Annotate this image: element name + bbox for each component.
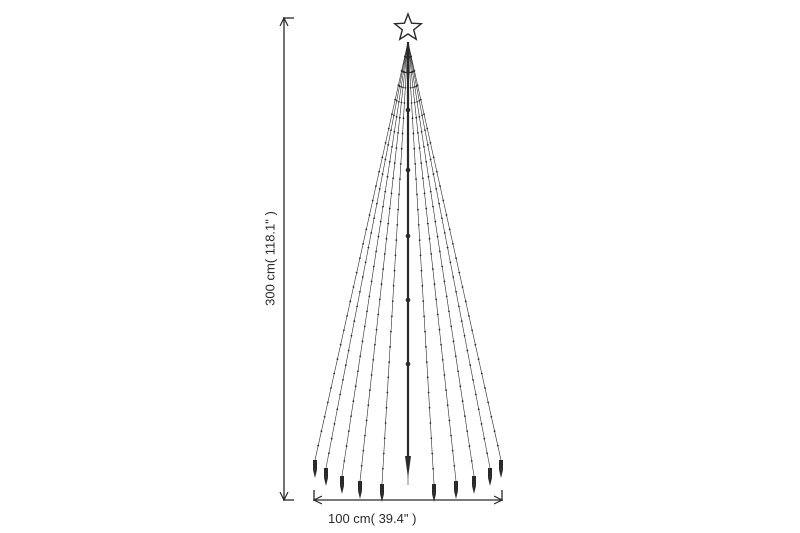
- height-dimension-label: 300 cm( 118.1" ): [263, 199, 278, 319]
- dimension-diagram: [0, 0, 800, 533]
- width-dimension-label: 100 cm( 39.4" ): [328, 511, 416, 526]
